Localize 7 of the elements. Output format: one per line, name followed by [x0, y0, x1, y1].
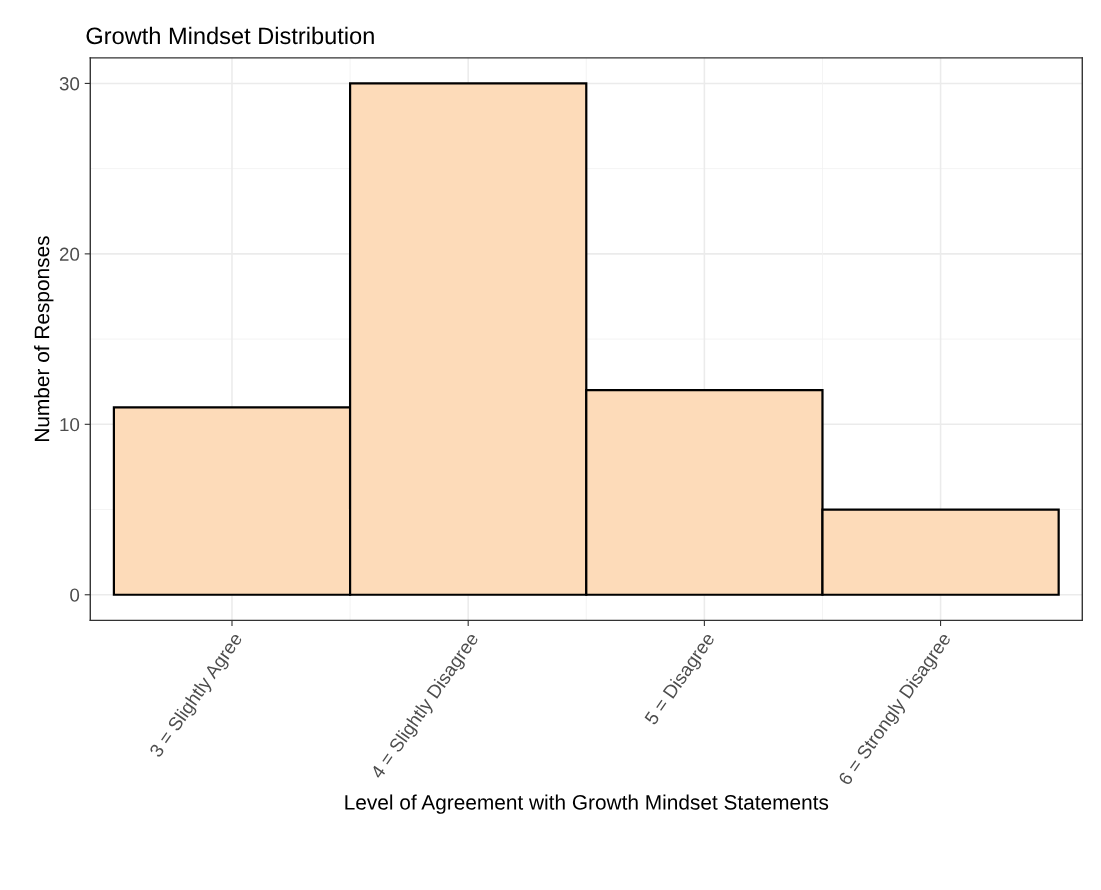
y-axis-title: Number of Responses: [34, 236, 54, 442]
y-tick-label: 30: [59, 77, 80, 91]
y-tick-label: 20: [59, 247, 80, 261]
y-tick-label: 10: [60, 418, 80, 432]
y-tick-label: 0: [70, 588, 80, 602]
x-axis-title: Level of Agreement with Growth Mindset Statements: [345, 794, 829, 814]
chart-title: Growth Mindset Distribution: [86, 26, 374, 45]
